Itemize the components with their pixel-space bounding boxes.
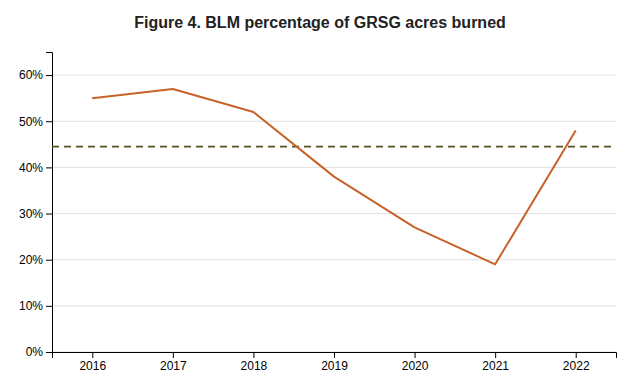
x-tick-mark bbox=[334, 352, 335, 358]
x-tick-label: 2019 bbox=[321, 359, 348, 373]
x-tick-label: 2016 bbox=[79, 359, 106, 373]
y-tick: 40% bbox=[19, 161, 52, 175]
grid-line bbox=[52, 259, 616, 260]
y-tick: 0% bbox=[26, 345, 52, 359]
x-tick-label: 2018 bbox=[241, 359, 268, 373]
y-tick: 20% bbox=[19, 253, 52, 267]
x-axis: 2016 2017 2018 2019 2020 2021 2022 bbox=[53, 352, 617, 373]
grid-line bbox=[52, 121, 616, 122]
y-tick-mark bbox=[46, 75, 52, 76]
x-tick: 2022 bbox=[563, 352, 590, 373]
plot: 2016 2017 2018 2019 2020 2021 2022 0% 10% 20% 30% 4… bbox=[19, 53, 617, 373]
y-tick-label: 60% bbox=[19, 68, 43, 82]
x-tick-mark bbox=[495, 352, 496, 358]
y-axis-line bbox=[46, 53, 53, 353]
y-tick: 30% bbox=[19, 207, 52, 221]
x-tick-mark bbox=[253, 352, 254, 358]
grid-line bbox=[52, 167, 616, 168]
chart: Figure 4. BLM percentage of GRSG acres b… bbox=[0, 0, 640, 384]
x-axis-line bbox=[53, 353, 617, 359]
y-tick-mark bbox=[46, 306, 52, 307]
grid-line bbox=[52, 75, 616, 76]
y-tick-mark bbox=[46, 214, 52, 215]
grid-line bbox=[52, 213, 616, 214]
y-tick-label: 10% bbox=[19, 299, 43, 313]
title: Figure 4. BLM percentage of GRSG acres b… bbox=[134, 14, 506, 31]
x-tick-mark bbox=[92, 352, 93, 358]
y-tick-mark bbox=[46, 352, 52, 353]
x-tick: 2020 bbox=[402, 352, 429, 373]
grid-line bbox=[52, 305, 616, 306]
y-tick: 60% bbox=[19, 68, 52, 82]
line bbox=[92, 89, 575, 264]
y-tick-label: 40% bbox=[19, 161, 43, 175]
y-tick-mark bbox=[46, 167, 52, 168]
x-tick: 2019 bbox=[321, 352, 348, 373]
y-axis: 0% 10% 20% 30% 40% 50% 60% bbox=[19, 53, 53, 360]
x-tick-label: 2022 bbox=[563, 359, 590, 373]
x-tick: 2017 bbox=[160, 352, 187, 373]
y-tick: 50% bbox=[19, 115, 52, 129]
y-tick-label: 20% bbox=[19, 253, 43, 267]
x-tick-mark bbox=[415, 352, 416, 358]
x-tick-label: 2021 bbox=[482, 359, 509, 373]
x-tick-label: 2017 bbox=[160, 359, 187, 373]
x-tick-mark bbox=[576, 352, 577, 358]
x-tick: 2018 bbox=[241, 352, 268, 373]
grid bbox=[52, 75, 616, 352]
y-tick-label: 50% bbox=[19, 115, 43, 129]
marks bbox=[52, 89, 616, 264]
x-tick: 2021 bbox=[482, 352, 509, 373]
chart-container: Figure 4. BLM percentage of GRSG acres b… bbox=[0, 0, 640, 384]
x-tick-label: 2020 bbox=[402, 359, 429, 373]
x-tick: 2016 bbox=[79, 352, 106, 373]
reference-line bbox=[52, 146, 616, 148]
y-tick-mark bbox=[46, 260, 52, 261]
y-tick-label: 0% bbox=[26, 345, 44, 359]
y-tick-mark bbox=[46, 121, 52, 122]
y-tick: 10% bbox=[19, 299, 52, 313]
x-tick-mark bbox=[173, 352, 174, 358]
y-tick-label: 30% bbox=[19, 207, 43, 221]
